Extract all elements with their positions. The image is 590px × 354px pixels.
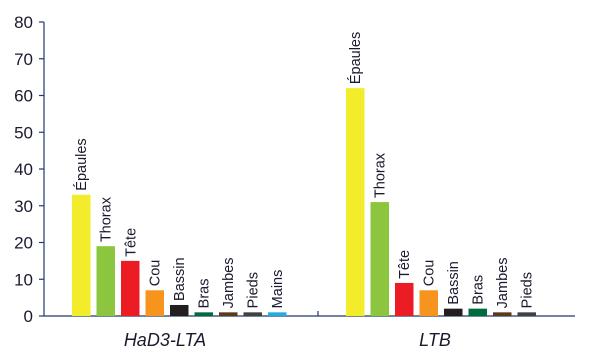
bar (219, 312, 238, 316)
y-tick-label: 80 (14, 13, 33, 32)
y-tick-label: 20 (14, 234, 33, 253)
bar-label: Épaules (347, 32, 364, 84)
bar-label: Tête (397, 250, 413, 279)
bar-label: Bassin (172, 257, 188, 301)
bars: Épaules Thorax Tête Cou Bassin Bras Jambes Pied… (72, 32, 536, 317)
bar (72, 194, 91, 316)
bar-label: Tête (123, 228, 139, 257)
bar (170, 304, 189, 316)
y-tick-label: 30 (14, 197, 33, 216)
bar (419, 290, 438, 316)
bar (96, 246, 115, 316)
bar (517, 312, 536, 316)
bar-label: Bassin (446, 261, 462, 305)
bar-label: Mains (270, 270, 286, 309)
bar-label: Thorax (99, 196, 115, 242)
bar-label: Cou (148, 260, 164, 287)
bar (121, 260, 140, 316)
bar (468, 308, 487, 316)
bar-label: Cou (422, 260, 438, 287)
y-tick-label: 60 (14, 87, 33, 106)
y-tick-label: 40 (14, 160, 33, 179)
bar (243, 312, 262, 316)
y-tick-label: 50 (14, 123, 33, 142)
y-tick-label: 10 (14, 270, 33, 289)
bar-label: Épaules (73, 138, 90, 190)
bar-label: Pieds (246, 272, 262, 308)
y-axis: 0 10 20 30 40 50 60 70 80 (14, 13, 45, 326)
bar-label: Jambes (221, 258, 237, 309)
y-tick-label: 70 (14, 50, 33, 69)
group-label: HaD3-LTA (124, 330, 206, 350)
bar-label: Jambes (495, 258, 511, 309)
group-labels: HaD3-LTA LTB (124, 330, 451, 350)
bar-label: Bras (471, 275, 487, 305)
bar-label: Bras (197, 278, 213, 308)
y-tick-label: 0 (24, 307, 33, 326)
bar (444, 308, 463, 316)
bar (194, 312, 213, 316)
bar (493, 312, 512, 316)
bar (395, 282, 414, 316)
group-label: LTB (419, 330, 451, 350)
bar (346, 88, 365, 317)
bar-label: Pieds (520, 272, 536, 308)
bar (268, 312, 287, 316)
bar-label: Thorax (373, 152, 389, 198)
bar (145, 290, 164, 316)
bar (370, 202, 389, 316)
